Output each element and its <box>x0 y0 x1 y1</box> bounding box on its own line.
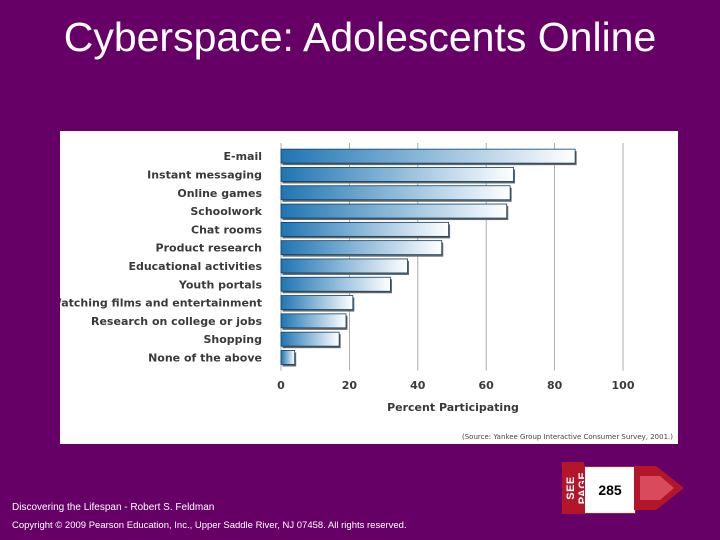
bar-chart: E-mail Instant messaging Online games Schoo… <box>60 143 673 441</box>
x-axis-label: Percent Participating <box>387 401 519 414</box>
category-label: Shopping <box>203 333 262 346</box>
category-label: Product research <box>156 242 262 255</box>
category-label: Chat rooms <box>191 223 262 236</box>
see-page-tab: SEE PAGE <box>562 462 589 514</box>
bar <box>280 313 347 329</box>
category-label: None of the above <box>148 351 262 364</box>
page-number-box <box>584 466 636 514</box>
bar <box>280 258 408 274</box>
bar <box>280 148 576 164</box>
slide-title: Cyberspace: Adolescents Online <box>63 14 657 60</box>
bar <box>280 276 391 292</box>
category-label: Educational activities <box>128 260 262 273</box>
category-label: Schoolwork <box>190 205 262 218</box>
category-label: Instant messaging <box>147 168 262 181</box>
x-tick-label: 80 <box>547 379 563 392</box>
bar <box>280 350 296 365</box>
see-page-badge[interactable]: SEE PAGE 285 <box>562 462 692 514</box>
bar <box>280 167 514 182</box>
category-label: Online games <box>177 187 262 200</box>
page-number: 285 <box>598 482 622 498</box>
x-tick-label: 40 <box>410 379 426 392</box>
x-tick-label: 60 <box>479 379 495 392</box>
bar <box>280 240 443 256</box>
category-label: E-mail <box>223 150 262 163</box>
bar <box>280 203 508 219</box>
bar <box>280 331 340 347</box>
see-page-label: SEE PAGE <box>565 471 589 505</box>
x-tick-label: 100 <box>612 379 635 392</box>
bar <box>280 185 511 201</box>
footer-credit: Discovering the Lifespan - Robert S. Fel… <box>12 502 215 513</box>
x-tick-label: 0 <box>277 379 285 392</box>
bar <box>280 221 449 237</box>
page-arrow-icon <box>634 466 684 510</box>
footer-copyright: Copyright © 2009 Pearson Education, Inc.… <box>12 520 407 531</box>
category-label: Research on college or jobs <box>91 315 262 328</box>
category-label: Youth portals <box>178 278 263 291</box>
chart-panel: E-mail Instant messaging Online games Schoo… <box>60 131 678 444</box>
x-tick-label: 20 <box>342 379 358 392</box>
category-label: Watching films and entertainment <box>60 297 262 310</box>
bar <box>280 295 354 310</box>
source-note: (Source: Yankee Group Interactive Consum… <box>462 433 673 441</box>
